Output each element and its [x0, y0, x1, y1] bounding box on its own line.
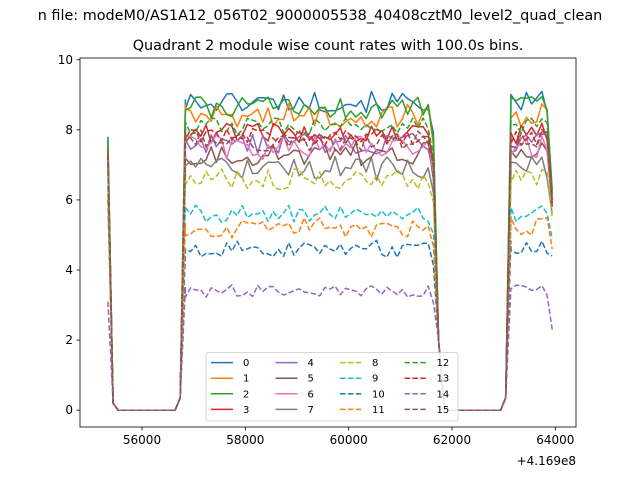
legend-label-5: 5 — [308, 374, 314, 385]
x-axis-offset-label: +4.169e8 — [517, 454, 576, 468]
x-tick-label: 64000 — [536, 433, 574, 447]
legend-label-15: 15 — [437, 405, 450, 416]
axes-frame — [79, 57, 577, 428]
x-tick-label: 62000 — [433, 433, 471, 447]
legend-label-9: 9 — [372, 374, 378, 385]
legend-label-13: 13 — [437, 374, 450, 385]
y-tick-label: 2 — [65, 333, 73, 347]
series-line-12 — [107, 116, 553, 411]
legend-label-1: 1 — [243, 374, 249, 385]
y-tick-label: 0 — [65, 403, 73, 417]
y-tick-label: 10 — [58, 53, 73, 67]
legend-label-11: 11 — [372, 405, 385, 416]
figure-suptitle: n file: modeM0/AS1A12_056T02_9000005538_… — [38, 8, 603, 24]
legend-label-3: 3 — [243, 405, 249, 416]
y-tick-label: 8 — [65, 123, 73, 137]
series-line-11 — [107, 192, 553, 411]
y-tick-label: 4 — [65, 263, 73, 277]
x-tick-label: 60000 — [330, 433, 368, 447]
legend-box — [205, 352, 459, 422]
series-line-14 — [107, 284, 553, 411]
legend-label-10: 10 — [372, 389, 385, 400]
legend-label-6: 6 — [308, 389, 314, 400]
legend-label-0: 0 — [243, 358, 249, 369]
legend-label-2: 2 — [243, 389, 249, 400]
chart-title: Quadrant 2 module wise count rates with … — [133, 38, 524, 54]
legend-label-12: 12 — [437, 358, 450, 369]
series-line-15 — [107, 129, 553, 411]
y-tick-label: 6 — [65, 193, 73, 207]
legend-label-14: 14 — [437, 389, 450, 400]
legend-label-7: 7 — [308, 405, 314, 416]
x-tick-label: 58000 — [226, 433, 264, 447]
legend-label-8: 8 — [372, 358, 378, 369]
x-tick-label: 56000 — [123, 433, 161, 447]
series-layer — [107, 90, 553, 411]
legend-label-4: 4 — [308, 358, 314, 369]
